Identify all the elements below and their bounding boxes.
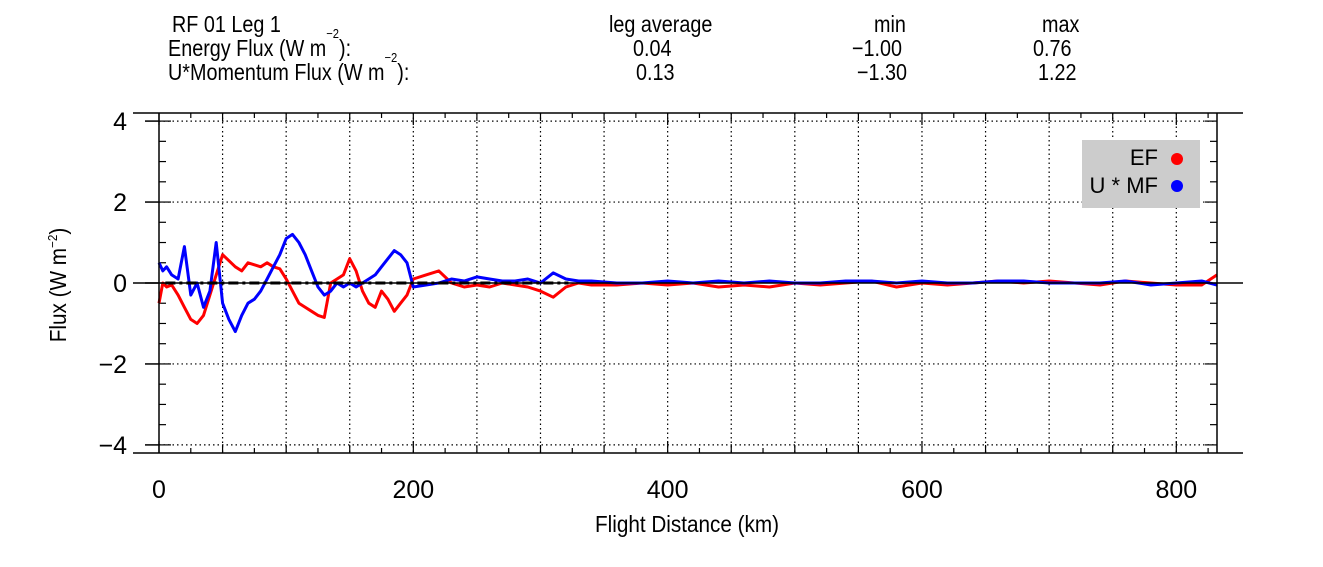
legend-label-umf: U * MF: [1090, 173, 1158, 198]
momentum-flux-max: 1.22: [1038, 59, 1077, 85]
energy-flux-average: 0.04: [633, 35, 672, 61]
y-tick-label: −4: [98, 432, 127, 460]
legend-marker-umf: [1171, 180, 1183, 192]
momentum-flux-average: 0.13: [636, 59, 675, 85]
min-header: min: [874, 11, 906, 37]
tick-labels: 0 200 400 600 800 4 2 0 −2 −4: [98, 108, 1197, 504]
x-tick-label: 400: [647, 476, 689, 504]
legend-box: [1082, 140, 1200, 208]
momentum-flux-min: −1.30: [857, 59, 908, 85]
y-tick-label: 2: [113, 189, 127, 217]
momentum-flux-row-label: U*Momentum Flux (W m−2):: [168, 50, 410, 85]
axes-frame: [133, 112, 1243, 454]
energy-flux-row-label: Energy Flux (W m−2):: [168, 26, 352, 61]
leg-title: RF 01 Leg 1: [172, 11, 281, 37]
energy-flux-min: −1.00: [852, 35, 903, 61]
leg-average-header: leg average: [609, 11, 713, 37]
grid-lines: [159, 113, 1217, 453]
y-tick-label: 0: [113, 270, 127, 298]
y-tick-label: −2: [98, 351, 127, 379]
minor-ticks: [158, 113, 1217, 453]
series-line-ef: [157, 253, 1218, 325]
legend-marker-ef: [1171, 153, 1183, 165]
y-tick-label: 4: [113, 108, 127, 136]
y-axis-label: Flux (W m−2): [45, 228, 71, 343]
x-tick-label: 200: [392, 476, 434, 504]
x-tick-label: 0: [152, 476, 166, 504]
energy-flux-max: 0.76: [1033, 35, 1072, 61]
x-axis-label: Flight Distance (km): [595, 511, 779, 537]
legend: EF U * MF: [1082, 140, 1200, 208]
max-header: max: [1042, 11, 1080, 37]
x-tick-label: 600: [901, 476, 943, 504]
stats-header: RF 01 Leg 1 leg average min max Energy F…: [0, 0, 1323, 95]
legend-label-ef: EF: [1130, 145, 1158, 170]
x-tick-label: 800: [1155, 476, 1197, 504]
